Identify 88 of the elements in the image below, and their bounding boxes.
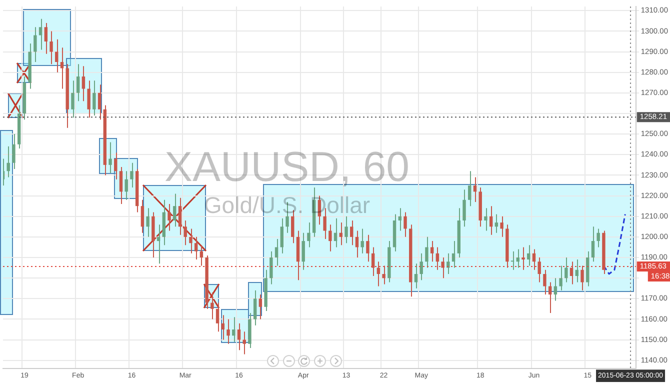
candlestick bbox=[258, 294, 262, 320]
candlestick bbox=[274, 238, 278, 266]
candlestick bbox=[538, 257, 541, 283]
candlestick bbox=[462, 189, 466, 228]
candlestick bbox=[173, 193, 176, 228]
candlestick bbox=[554, 278, 558, 302]
candlestick bbox=[124, 170, 128, 200]
candlestick bbox=[119, 166, 123, 205]
candlestick bbox=[328, 224, 332, 252]
candlestick bbox=[34, 26, 37, 63]
candlestick bbox=[404, 212, 407, 238]
candlestick bbox=[532, 248, 536, 270]
candlestick bbox=[226, 318, 230, 344]
candlestick bbox=[564, 257, 568, 283]
candlestick bbox=[575, 259, 578, 283]
candlestick bbox=[366, 234, 370, 262]
candlestick bbox=[484, 208, 488, 232]
candlestick bbox=[548, 282, 552, 314]
candlestick bbox=[194, 236, 198, 260]
line-series bbox=[602, 214, 626, 275]
candlestick bbox=[452, 240, 456, 268]
candlestick bbox=[441, 257, 444, 279]
candlestick bbox=[360, 228, 364, 254]
candlestick bbox=[527, 244, 530, 266]
candlestick bbox=[232, 316, 236, 342]
candlestick bbox=[168, 204, 171, 232]
candlestick bbox=[591, 226, 595, 262]
candlestick bbox=[436, 246, 440, 270]
candlestick bbox=[130, 162, 134, 188]
candlestick bbox=[237, 322, 241, 351]
candlestick bbox=[98, 84, 102, 120]
candlestick bbox=[398, 208, 402, 232]
candlestick bbox=[12, 134, 16, 170]
candlestick bbox=[92, 80, 96, 116]
candlestick bbox=[489, 206, 493, 236]
candlestick bbox=[242, 331, 246, 355]
candlestick bbox=[420, 252, 423, 281]
candlestick bbox=[76, 64, 80, 102]
candlestick bbox=[494, 214, 498, 234]
candlestick bbox=[543, 269, 546, 296]
candlestick bbox=[6, 146, 10, 178]
candlestick bbox=[302, 232, 305, 270]
candlestick bbox=[468, 170, 472, 207]
candlestick bbox=[371, 246, 375, 277]
candlestick bbox=[114, 152, 118, 180]
candlestick bbox=[50, 30, 53, 65]
candlestick bbox=[253, 290, 257, 326]
candlestick bbox=[334, 218, 338, 248]
candlestick bbox=[570, 261, 574, 285]
candlestick bbox=[140, 199, 144, 234]
candlestick bbox=[425, 236, 428, 268]
candlestick bbox=[376, 261, 380, 287]
candlestick bbox=[350, 220, 354, 246]
candlestick bbox=[184, 220, 187, 246]
candlestick bbox=[44, 22, 48, 54]
candlestick bbox=[38, 18, 42, 50]
candlestick bbox=[60, 47, 64, 90]
candlestick bbox=[596, 228, 600, 248]
candlestick bbox=[146, 208, 150, 238]
candlestick bbox=[446, 252, 450, 274]
candlestick bbox=[516, 248, 520, 268]
candlestick bbox=[200, 244, 204, 266]
candlestick bbox=[87, 80, 90, 118]
candlestick bbox=[156, 224, 160, 264]
candlestick bbox=[82, 66, 86, 102]
candlestick bbox=[307, 222, 310, 248]
candlestick bbox=[221, 314, 225, 340]
candlestick bbox=[510, 250, 514, 270]
candlestick bbox=[71, 80, 74, 118]
candlestick bbox=[580, 265, 584, 291]
candlestick bbox=[270, 250, 273, 285]
candlestick bbox=[108, 142, 112, 174]
candlestick bbox=[355, 230, 359, 258]
candlestick bbox=[280, 218, 284, 254]
candlestick bbox=[382, 265, 386, 285]
candlestick bbox=[189, 228, 192, 254]
candlestick bbox=[473, 176, 477, 202]
candlestick bbox=[522, 246, 525, 270]
candlestick bbox=[500, 216, 504, 238]
candlestick bbox=[210, 292, 214, 320]
candlestick bbox=[430, 240, 434, 262]
candlestick bbox=[414, 263, 418, 289]
candlestick bbox=[344, 216, 348, 244]
candlestick bbox=[559, 265, 562, 291]
candlestick bbox=[55, 38, 58, 73]
candlestick bbox=[178, 197, 182, 236]
candlestick bbox=[339, 222, 343, 246]
candlestick bbox=[216, 302, 220, 332]
